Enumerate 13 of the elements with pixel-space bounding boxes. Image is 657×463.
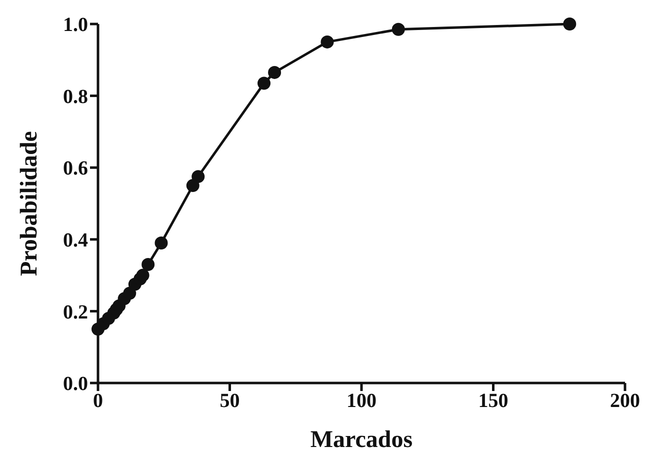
x-tick-label: 100 — [346, 390, 376, 412]
y-tick-label: 0.0 — [63, 373, 88, 396]
x-tick-label: 0 — [93, 390, 103, 412]
y-tick-label: 0.4 — [63, 230, 88, 252]
x-tick-label: 150 — [478, 390, 508, 412]
x-tick-label: 200 — [610, 390, 640, 412]
y-tick-label: 1.0 — [63, 14, 88, 36]
y-tick-label: 0.6 — [63, 158, 88, 180]
x-axis-title: Marcados — [310, 427, 413, 453]
x-tick-label: 50 — [220, 390, 240, 412]
y-tick-label: 0.8 — [63, 86, 88, 108]
y-tick-label: 0.2 — [63, 301, 88, 324]
y-axis-title: Probabilidade — [16, 130, 43, 276]
